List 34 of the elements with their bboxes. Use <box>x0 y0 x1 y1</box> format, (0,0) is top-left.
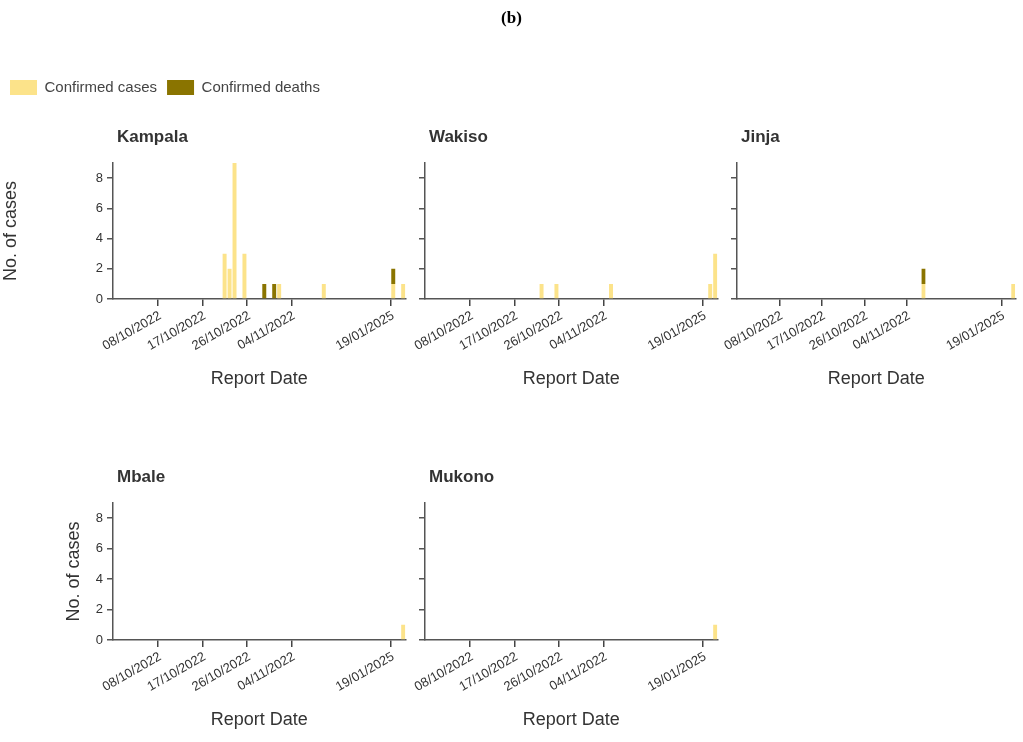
y-tick-label: 2 <box>95 601 103 617</box>
x-axis-title: Report Date <box>210 709 308 730</box>
bar <box>401 283 406 299</box>
y-tick-label: 6 <box>95 540 103 556</box>
x-axis-title: Report Date <box>827 368 925 389</box>
x-axis-title: Report Date <box>210 368 308 389</box>
y-tick-label: 8 <box>95 509 103 525</box>
chart-title: Wakiso <box>429 127 488 146</box>
y-tick-label: 4 <box>95 230 103 246</box>
chart-title: Kampala <box>117 127 189 146</box>
text: (b) <box>500 8 523 28</box>
bar <box>262 283 267 299</box>
y-tick-label: 4 <box>95 570 103 586</box>
bar <box>272 283 277 299</box>
bar <box>321 283 326 299</box>
y-tick-label: 6 <box>95 199 103 215</box>
y-tick-label: 0 <box>95 631 103 647</box>
bar <box>242 253 247 299</box>
y-tick-label: 8 <box>95 169 103 185</box>
y-axis-title: No. of cases <box>62 521 83 622</box>
x-axis-title: Report Date <box>522 368 620 389</box>
legend-label: Confirmed cases <box>44 77 158 95</box>
y-tick-label: 2 <box>95 260 103 276</box>
bar <box>277 283 282 299</box>
bar <box>232 163 237 299</box>
chart-title: Mukono <box>429 467 495 486</box>
chart-title: Jinja <box>741 127 781 146</box>
x-axis-title: Report Date <box>522 709 620 730</box>
bar <box>391 283 396 299</box>
y-axis-title: No. of cases <box>0 180 20 282</box>
y-tick-label: 0 <box>95 290 103 306</box>
chart-title: Mbale <box>117 467 166 486</box>
legend-label: Confirmed deaths <box>201 77 320 95</box>
bar <box>391 268 396 284</box>
